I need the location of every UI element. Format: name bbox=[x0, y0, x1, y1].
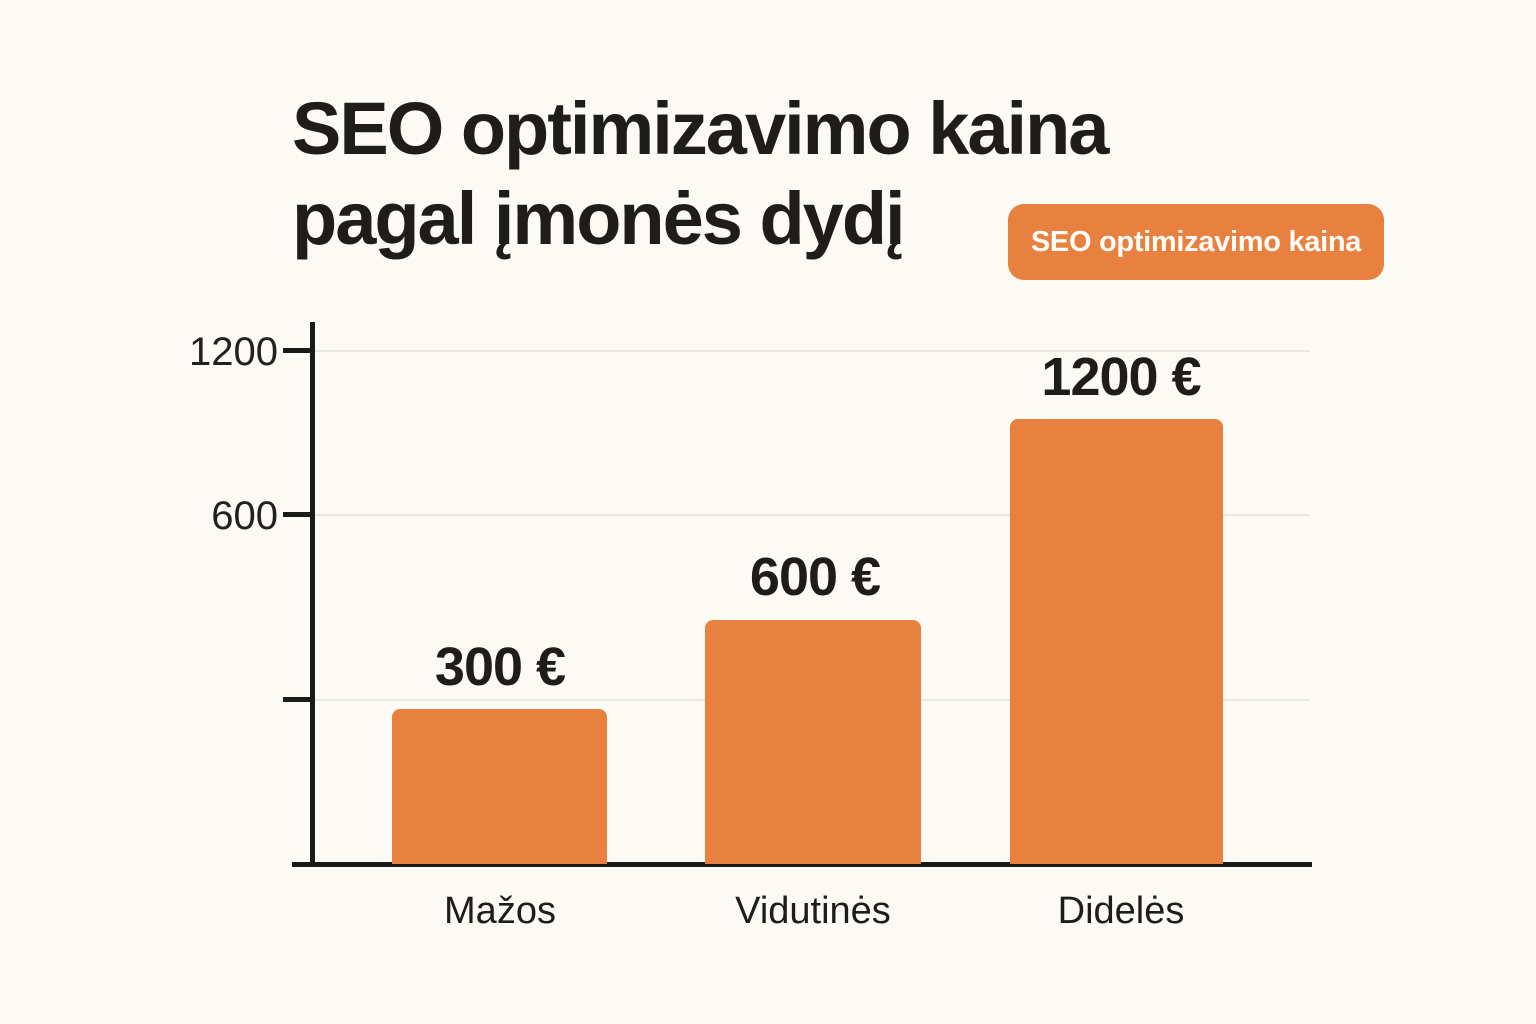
y-tick-label-1200: 1200 bbox=[189, 330, 278, 374]
category-label-mazos: Mažos bbox=[444, 890, 556, 932]
gridline-600 bbox=[315, 514, 1310, 516]
category-label-vidutines: Vidutinės bbox=[735, 890, 891, 932]
y-tick-label-600: 600 bbox=[211, 494, 278, 538]
gridline-1200 bbox=[315, 350, 1310, 352]
y-tick-300 bbox=[283, 697, 311, 702]
value-label-vidutines: 600 € bbox=[749, 547, 881, 607]
chart-title: SEO optimizavimo kaina pagal įmonės dydį bbox=[292, 84, 1109, 264]
bar-mazos bbox=[392, 709, 607, 864]
legend-label: SEO optimizavimo kaina bbox=[1030, 225, 1362, 258]
y-axis-line bbox=[310, 322, 315, 867]
chart-title-line1: SEO optimizavimo kaina bbox=[292, 87, 1109, 170]
legend-badge: SEO optimizavimo kaina bbox=[1008, 204, 1384, 280]
value-label-dideles: 1200 € bbox=[1041, 347, 1201, 407]
x-axis-line bbox=[292, 862, 1312, 867]
y-tick-1200 bbox=[283, 348, 311, 353]
category-label-dideles: Didelės bbox=[1057, 890, 1185, 932]
chart-title-line2: pagal įmonės dydį bbox=[292, 177, 906, 260]
value-label-mazos: 300 € bbox=[434, 637, 566, 697]
y-tick-600 bbox=[283, 512, 311, 517]
bar-vidutines bbox=[705, 620, 921, 864]
bar-dideles bbox=[1010, 419, 1223, 864]
